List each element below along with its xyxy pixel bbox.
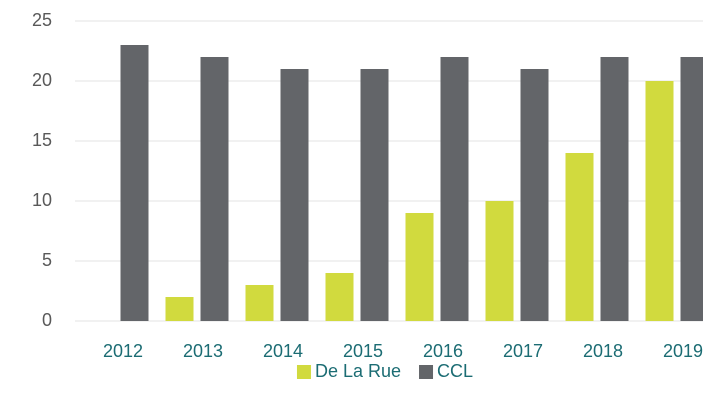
x-tick-label: 2017: [503, 341, 543, 361]
y-tick-label: 15: [32, 130, 52, 150]
bar: [565, 153, 594, 321]
bar: [280, 69, 309, 321]
y-tick-label: 5: [42, 250, 52, 270]
bar: [325, 273, 354, 321]
legend-swatch: [419, 365, 434, 379]
legend-swatch: [296, 365, 311, 379]
legend-label: De La Rue: [315, 361, 401, 381]
x-tick-label: 2012: [103, 341, 143, 361]
y-tick-label: 10: [32, 190, 52, 210]
x-tick-label: 2018: [583, 341, 623, 361]
bar: [520, 69, 549, 321]
x-tick-label: 2013: [183, 341, 223, 361]
bar: [200, 57, 229, 321]
y-tick-label: 25: [32, 10, 52, 30]
bar: [485, 201, 514, 321]
y-tick-label: 20: [32, 70, 52, 90]
bar: [245, 285, 274, 321]
x-tick-label: 2015: [343, 341, 383, 361]
bar: [680, 57, 703, 321]
x-tick-label: 2014: [263, 341, 303, 361]
x-tick-label: 2019: [663, 341, 703, 361]
x-tick-label: 2016: [423, 341, 463, 361]
bar: [165, 297, 194, 321]
bar: [600, 57, 629, 321]
y-tick-label: 0: [42, 310, 52, 330]
bar: [360, 69, 389, 321]
bar: [645, 81, 674, 321]
bar: [440, 57, 469, 321]
bar: [405, 213, 434, 321]
legend-label: CCL: [437, 361, 473, 381]
bar: [120, 45, 149, 321]
